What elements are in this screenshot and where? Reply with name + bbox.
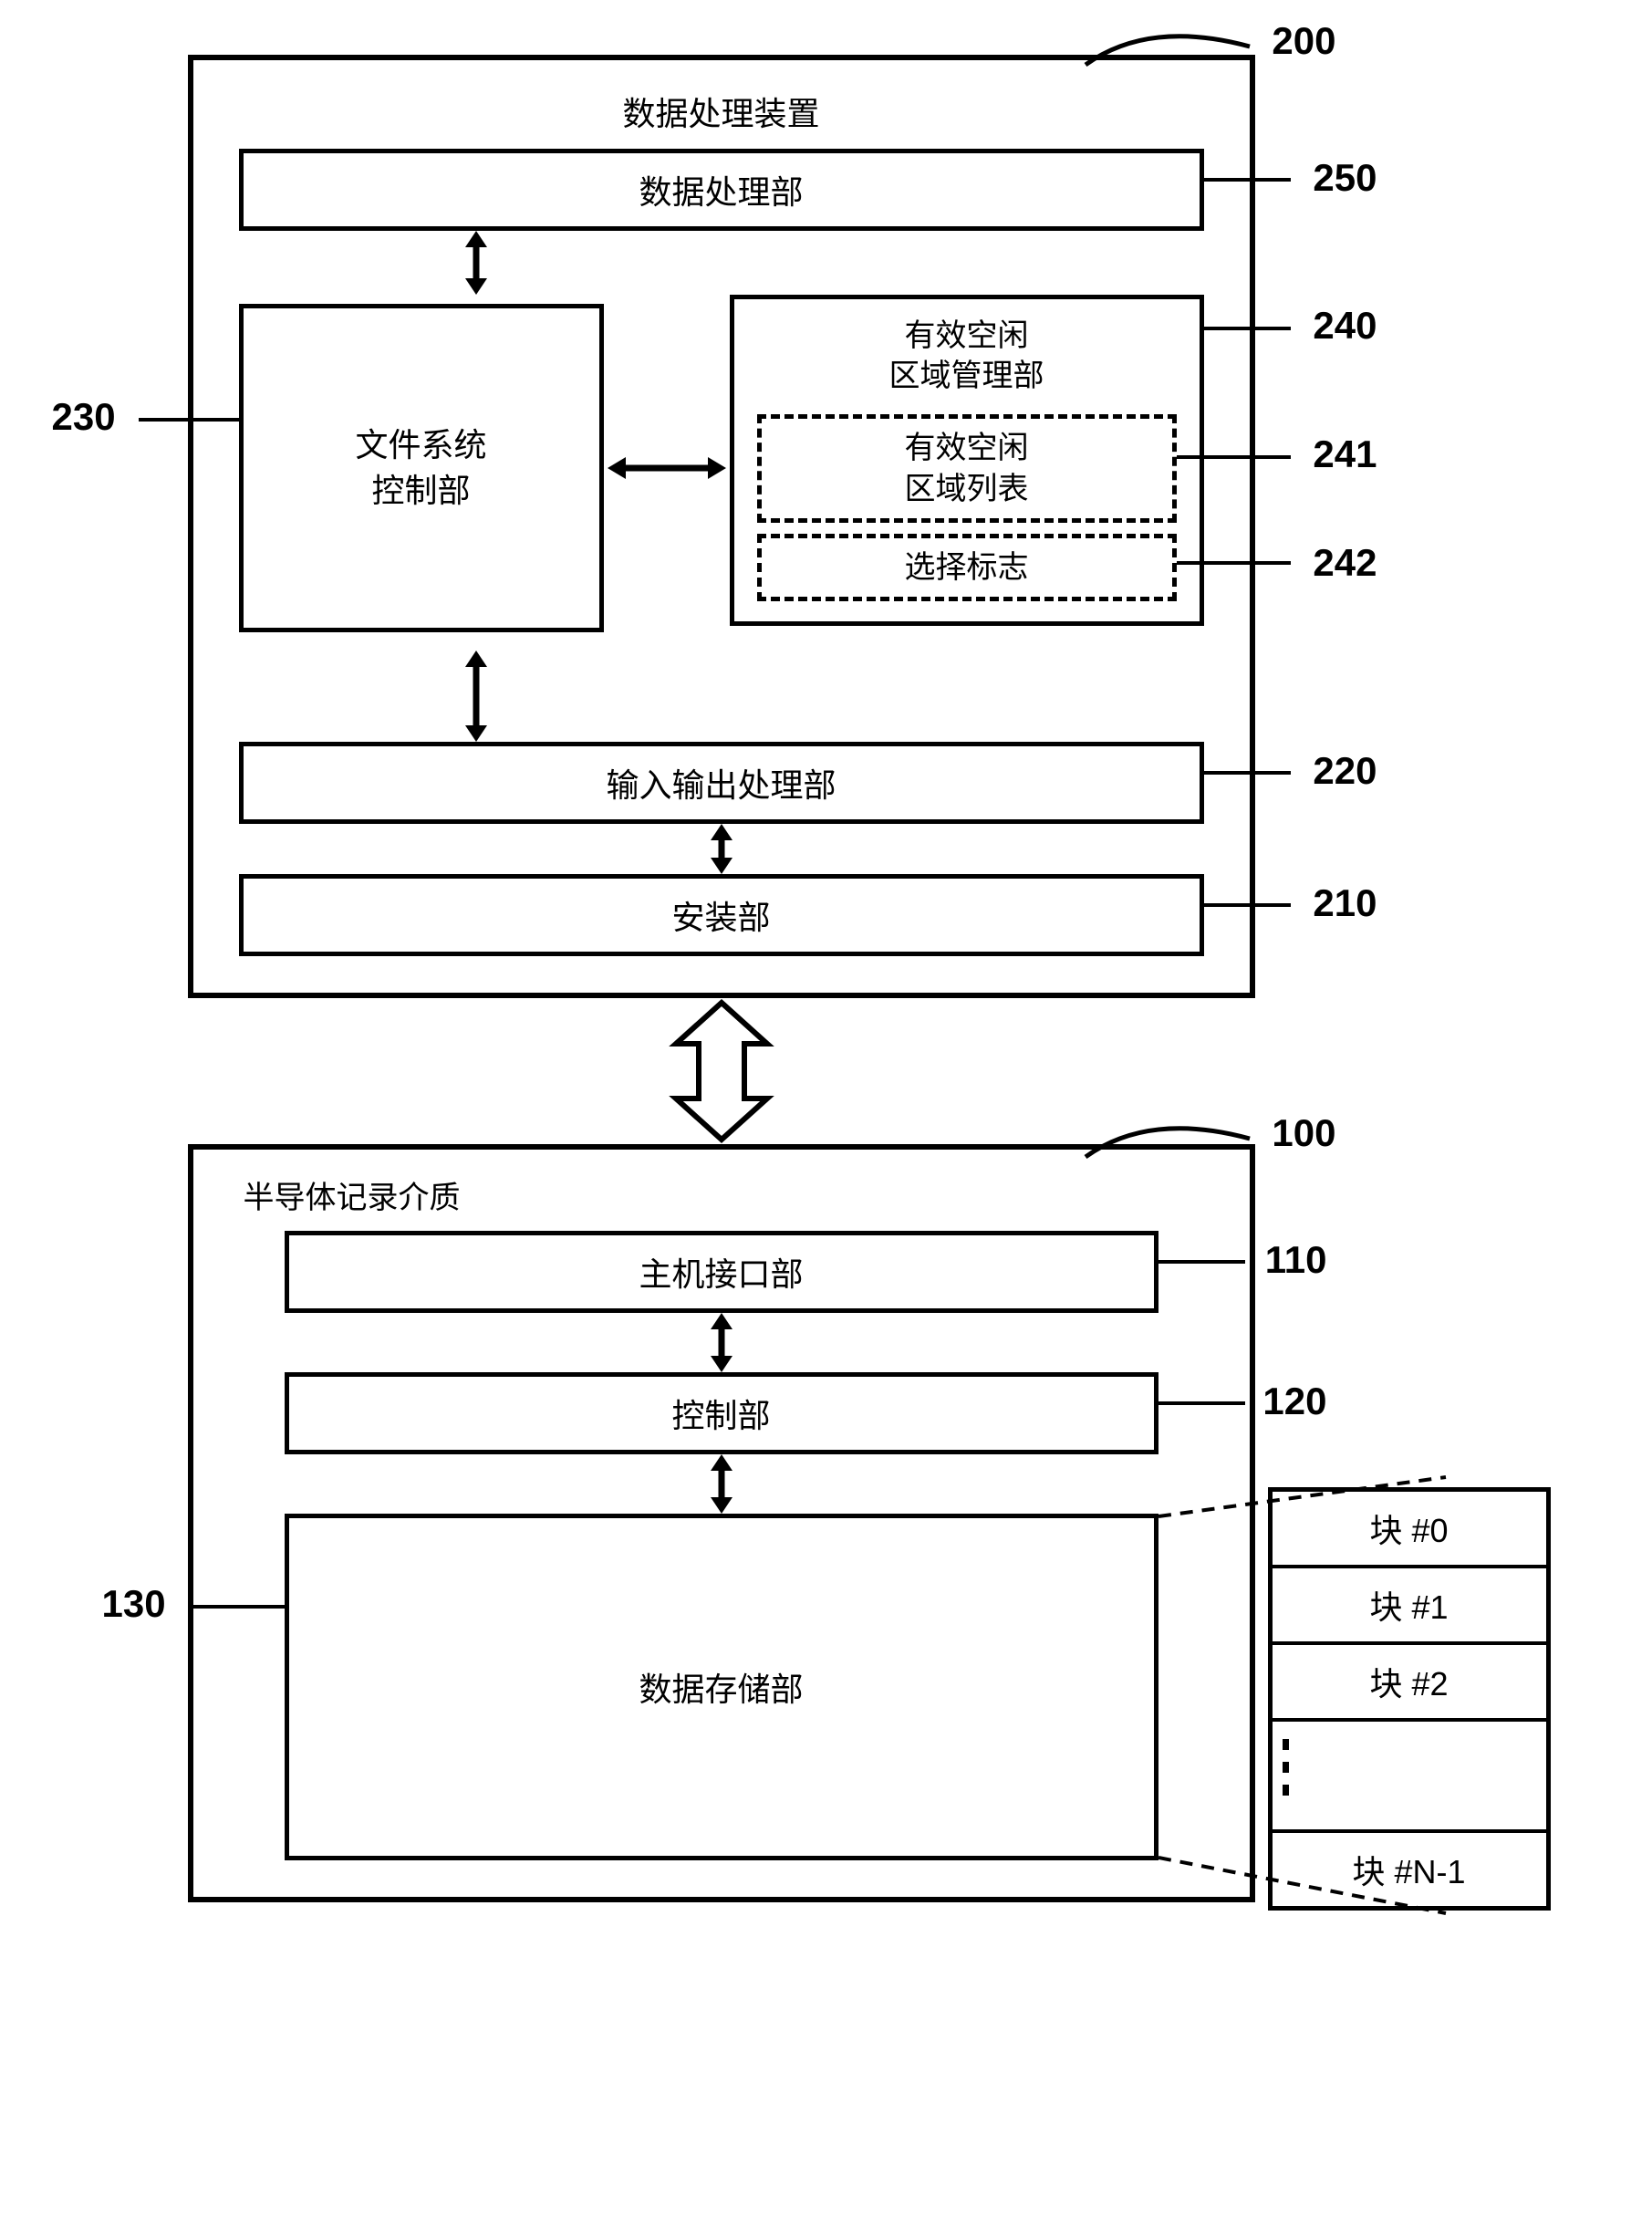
storage-label: 数据存储部 [639,1663,803,1711]
mgr-title: 有效空闲 区域管理部 [757,316,1177,396]
control-unit: 控制部 [285,1372,1158,1454]
bidir-arrow-120-130 [694,1454,749,1514]
leader-240 [1200,327,1291,330]
ref-label-220: 220 [1313,749,1377,793]
ref-label-250: 250 [1313,156,1377,200]
ref-label-241: 241 [1313,432,1377,476]
bidir-arrow-250-230 [449,231,504,295]
leader-242 [1177,561,1291,565]
data-processing-device-box: 200 数据处理装置 数据处理部 250 230 文件系统 控制部 [188,55,1255,998]
fs-ctrl-line2: 控制部 [371,468,470,514]
leader-220 [1204,771,1291,775]
ref-label-242: 242 [1313,541,1377,585]
leader-130 [189,1605,285,1609]
ref-label-110: 110 [1265,1238,1327,1282]
bidir-arrow-110-120 [694,1313,749,1372]
semiconductor-recording-medium-box: 100 半导体记录介质 主机接口部 110 控制部 120 [188,1144,1255,1902]
file-system-control-unit: 文件系统 控制部 [239,304,604,632]
leader-110 [1158,1260,1245,1264]
leader-210 [1204,903,1291,907]
ref-label-230: 230 [52,395,116,439]
mgr-list-line1: 有效空闲 [771,428,1163,468]
mgr-list-line2: 区域列表 [771,469,1163,509]
big-bidir-arrow [649,998,795,1144]
upper-title: 数据处理装置 [239,88,1204,135]
host-interface-unit: 主机接口部 [285,1231,1158,1313]
leader-curve-100 [1076,1102,1259,1166]
block-n-1: 块 #N-1 [1273,1833,1546,1906]
io-processing-unit: 输入输出处理部 [239,742,1204,824]
block-0: 块 #0 [1273,1492,1546,1568]
valid-free-region-list: 有效空闲 区域列表 [757,414,1177,522]
block-list: 块 #0 块 #1 块 #2 块 #N-1 [1268,1487,1551,1911]
lower-title: 半导体记录介质 [239,1163,1204,1231]
leader-curve-200 [1076,10,1259,74]
block-ellipsis [1273,1722,1546,1833]
fs-ctrl-line1: 文件系统 [355,422,486,468]
bidir-arrow-220-210 [694,824,749,874]
valid-free-region-manager: 240 有效空闲 区域管理部 有效空闲 区域列表 241 选择标志 [730,295,1204,626]
ref-label-200: 200 [1272,19,1335,63]
leader-250 [1204,178,1291,182]
block-1: 块 #1 [1273,1568,1546,1645]
bidir-arrow-230-240 [608,445,726,491]
ref-label-100: 100 [1272,1111,1335,1155]
selection-flag: 选择标志 [757,534,1177,601]
ref-label-210: 210 [1313,881,1377,925]
ref-label-240: 240 [1313,304,1377,348]
block-2: 块 #2 [1273,1645,1546,1722]
data-storage-unit: 数据存储部 [285,1514,1158,1860]
mount-unit: 安装部 [239,874,1204,956]
ref-label-120: 120 [1262,1380,1326,1423]
leader-241 [1177,455,1291,459]
leader-230 [139,418,239,422]
data-processing-unit: 数据处理部 [239,149,1204,231]
mgr-title-line2: 区域管理部 [757,356,1177,396]
mgr-title-line1: 有效空闲 [757,316,1177,356]
leader-120 [1158,1401,1245,1405]
ref-label-130: 130 [102,1582,166,1626]
